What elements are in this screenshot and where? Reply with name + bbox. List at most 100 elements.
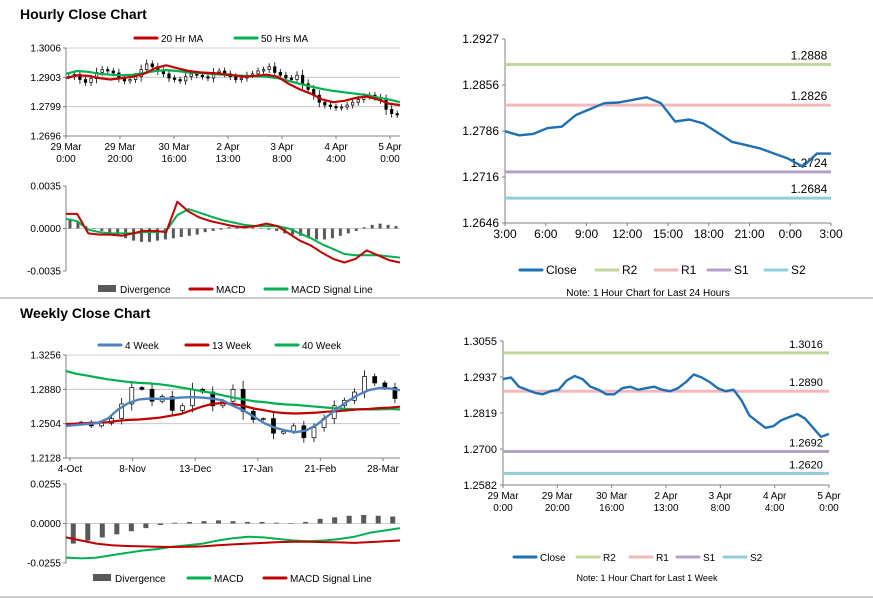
hourly-24h-chart-x-tick-label: 15:00 bbox=[653, 227, 683, 241]
weekly-price-candle bbox=[139, 387, 145, 390]
hourly-divergence-bar bbox=[315, 228, 318, 240]
weekly-level-chart-level-label-s2: 1.2620 bbox=[789, 459, 823, 471]
hourly-price-x-tick-label: 20:00 bbox=[107, 154, 132, 165]
weekly-level-chart-level-label-s1: 1.2692 bbox=[789, 438, 823, 450]
hourly-24h-chart-x-tick-label: 18:00 bbox=[694, 227, 724, 241]
legend-24h-s1-label: S1 bbox=[734, 263, 749, 277]
weekly-level-chart-y-tick-label: 1.2582 bbox=[463, 480, 497, 492]
hourly-price-y-tick-label: 1.3006 bbox=[30, 44, 61, 55]
hourly-price-candle bbox=[217, 70, 221, 73]
weekly-level-chart-x-tick-label: 29 Mar bbox=[487, 491, 519, 502]
hourly-macd-y-tick-label: 0.0035 bbox=[30, 182, 61, 193]
weekly-macd-y-tick-label: -0.0255 bbox=[27, 559, 61, 570]
weekly-price-y-tick-label: 1.2504 bbox=[30, 419, 61, 430]
hourly-price-candle bbox=[395, 113, 399, 116]
legend-week-close-label: Close bbox=[540, 553, 566, 564]
hourly-price-candle bbox=[239, 77, 243, 80]
weekly-price-candle bbox=[180, 405, 185, 411]
weekly-price-x-tick-label: 28-Mar bbox=[367, 464, 399, 475]
legend-week-s2-label: S2 bbox=[750, 553, 763, 564]
hourly-price-candle bbox=[289, 77, 294, 80]
legend-week-r2-label: R2 bbox=[603, 553, 616, 564]
weekly-level-chart-x-tick-label: 5 Apr bbox=[817, 491, 841, 502]
hourly-price-candle bbox=[278, 72, 282, 76]
weekly-level-note: Note: 1 Hour Chart for Last 1 Week bbox=[577, 573, 718, 583]
week4-line bbox=[65, 386, 401, 434]
hourly-price-candle bbox=[384, 99, 388, 110]
hourly-divergence-bar bbox=[362, 227, 366, 229]
hourly-divergence-bar bbox=[108, 228, 112, 234]
hourly-divergence-bar bbox=[171, 228, 175, 239]
hourly-price-x-tick-label: 29 Mar bbox=[50, 142, 82, 153]
weekly-price-candle bbox=[311, 427, 317, 439]
weekly-level-chart-y-tick-label: 1.2937 bbox=[463, 372, 497, 384]
week40-line bbox=[65, 370, 401, 411]
weekly-divergence-bar bbox=[375, 515, 381, 524]
hourly-price-candle bbox=[267, 66, 271, 70]
weekly-level-chart-level-label-r2: 1.3016 bbox=[789, 339, 823, 351]
hourly-price-candle bbox=[262, 69, 266, 72]
hourly-divergence-bar bbox=[394, 226, 398, 229]
legend-50hrs-ma-label: 50 Hrs MA bbox=[261, 34, 309, 45]
hourly-24h-chart-y-tick-label: 1.2927 bbox=[462, 32, 499, 46]
legend-24h-s2-label: S2 bbox=[791, 263, 806, 277]
hourly-24h-chart-x-tick-label: 12:00 bbox=[612, 227, 642, 241]
weekly-level-chart-x-tick-label: 2 Apr bbox=[654, 491, 678, 502]
hourly-price-candle bbox=[295, 74, 299, 80]
weekly-level-chart-y-tick-label: 1.3055 bbox=[463, 336, 497, 348]
hourly-24h-chart-x-tick-label: 6:00 bbox=[534, 227, 558, 241]
hourly-24h-chart-y-tick-label: 1.2646 bbox=[462, 216, 499, 230]
hourly-price-candle bbox=[334, 106, 338, 109]
legend-hourly-signal-label: MACD Signal Line bbox=[291, 285, 373, 296]
legend-20hr-ma-label: 20 Hr MA bbox=[161, 34, 204, 45]
legend-weekly-divergence-label: Divergence bbox=[115, 574, 166, 585]
hourly-divergence-bar bbox=[338, 228, 342, 236]
legend-weekly-macd-label: MACD bbox=[214, 574, 243, 585]
weekly-price-y-tick-label: 1.2128 bbox=[30, 454, 61, 465]
hourly-divergence-bar bbox=[251, 227, 255, 229]
hourly-price-candle bbox=[184, 76, 188, 82]
hourly-divergence-bar bbox=[148, 228, 151, 242]
hourly-price-candle bbox=[234, 76, 238, 80]
hourly-24h-chart-close-line bbox=[504, 96, 831, 168]
legend-24h-r2-label: R2 bbox=[622, 263, 638, 277]
hourly-price-candle bbox=[195, 73, 199, 76]
hourly-divergence-bar bbox=[354, 228, 358, 231]
hourly-24h-chart: 1.2927 1.2856 1.2786 1.2716 1.2646 1.2888 1.28… bbox=[462, 32, 843, 299]
hourly-divergence-bar bbox=[267, 228, 271, 230]
weekly-price-candle bbox=[372, 376, 378, 384]
hourly-divergence-bar bbox=[227, 227, 231, 229]
hourly-section-title: Hourly Close Chart bbox=[20, 6, 147, 22]
hourly-price-candle bbox=[83, 79, 88, 83]
hourly-price-y-tick-label: 1.2799 bbox=[30, 102, 61, 113]
weekly-level-chart-x-tick-label: 4 Apr bbox=[763, 491, 787, 502]
weekly-price-y-tick-label: 1.2880 bbox=[30, 385, 61, 396]
hourly-price-candle bbox=[178, 79, 182, 82]
hourly-divergence-bar bbox=[203, 228, 207, 233]
weekly-divergence-bar bbox=[245, 521, 251, 524]
weekly-divergence-bar bbox=[186, 521, 192, 524]
weekly-divergence-bar bbox=[274, 522, 280, 524]
hourly-divergence-bar bbox=[322, 228, 326, 240]
weekly-divergence-bar bbox=[128, 523, 134, 532]
legend-24h-r1-label: R1 bbox=[681, 263, 697, 277]
hourly-24h-chart-y-tick-label: 1.2856 bbox=[462, 78, 499, 92]
legend-weekly-divergence-swatch bbox=[93, 574, 111, 581]
hourly-price-x-tick-label: 4:00 bbox=[326, 154, 346, 165]
hourly-price-x-tick-label: 5 Apr bbox=[378, 142, 402, 153]
hourly-signal-line bbox=[65, 208, 401, 259]
hourly-price-candle bbox=[300, 74, 305, 85]
weekly-price-candle bbox=[281, 430, 286, 434]
weekly-macd-y-tick-label: 0.0255 bbox=[30, 480, 61, 491]
weekly-divergence-bar bbox=[332, 517, 338, 524]
weekly-price-candle bbox=[261, 418, 266, 420]
hourly-price-x-tick-label: 8:00 bbox=[272, 154, 292, 165]
hourly-divergence-bar bbox=[76, 221, 80, 229]
hourly-24h-chart-x-tick-label: 9:00 bbox=[575, 227, 599, 241]
weekly-divergence-bar bbox=[201, 521, 207, 524]
hourly-price-x-tick-label: 16:00 bbox=[161, 154, 186, 165]
ma20-line bbox=[65, 64, 401, 107]
hourly-price-x-tick-label: 30 Mar bbox=[158, 142, 190, 153]
weekly-macd-chart: 0.0255 0.0000 -0.0255 Divergence MACD MACD Si… bbox=[27, 480, 401, 585]
